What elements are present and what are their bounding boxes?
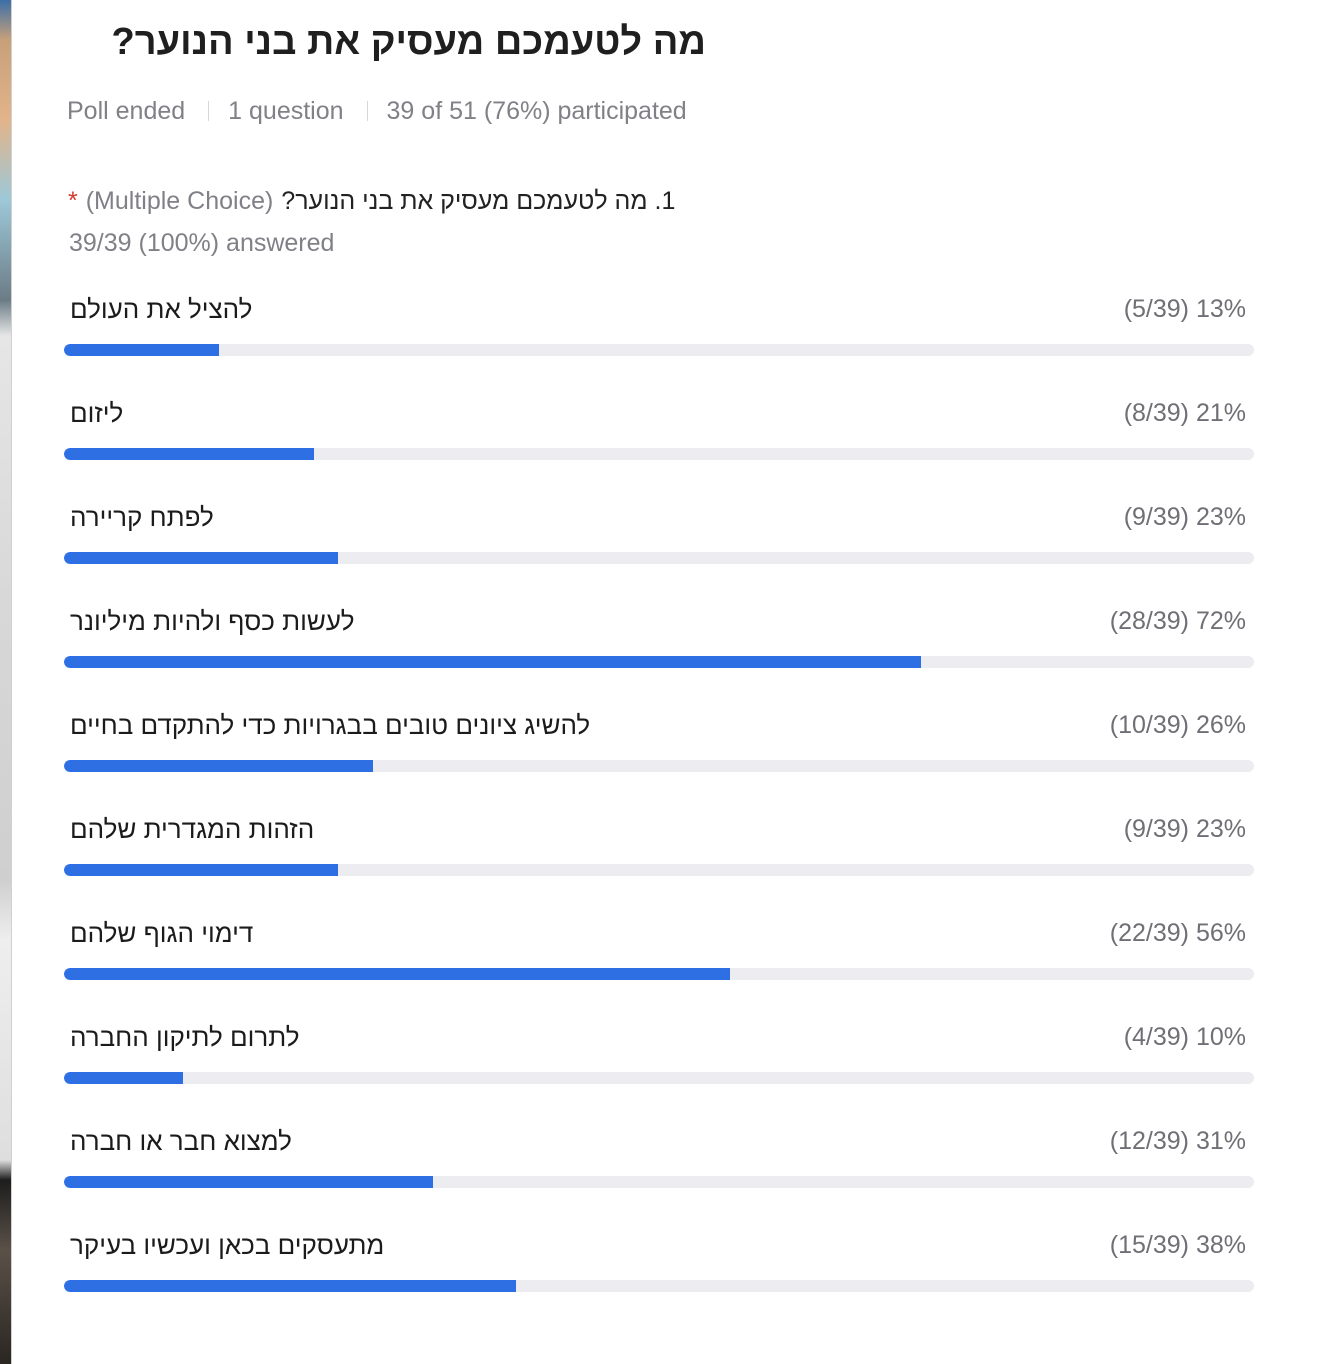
result-bar-fill xyxy=(64,760,374,772)
poll-option: הזהות המגדרית שלהם (9/39) 23% xyxy=(64,800,1254,904)
poll-option: מתעסקים בכאן ועכשיו בעיקר (15/39) 38% xyxy=(64,1216,1254,1320)
option-label: לפתח קריירה xyxy=(70,502,214,532)
option-stats: (5/39) 13% xyxy=(1123,295,1246,323)
poll-results-panel: מה לטעמכם מעסיק את בני הנוער? Poll ended… xyxy=(12,0,1332,1364)
question-count: 1 question xyxy=(228,97,344,125)
option-stats: (28/39) 72% xyxy=(1109,607,1246,635)
result-bar-fill xyxy=(64,1072,183,1084)
option-stats: (9/39) 23% xyxy=(1123,503,1246,531)
poll-option: למצוא חבר או חברה (12/39) 31% xyxy=(64,1112,1254,1216)
poll-status: Poll ended xyxy=(67,97,186,125)
option-label: להשיג ציונים טובים בבגרויות כדי להתקדם ב… xyxy=(70,710,591,740)
option-stats: (15/39) 38% xyxy=(1109,1231,1246,1259)
poll-option: לעשות כסף ולהיות מיליונר (28/39) 72% xyxy=(64,592,1254,696)
result-bar-track xyxy=(64,1176,1254,1188)
poll-option: לתרום לתיקון החברה (4/39) 10% xyxy=(64,1008,1254,1112)
participation-summary: 39 of 51 (76%) participated xyxy=(386,97,687,125)
result-bar-fill xyxy=(64,552,338,564)
result-bar-track xyxy=(64,448,1254,460)
option-stats: (8/39) 21% xyxy=(1123,399,1246,427)
result-bar-track xyxy=(64,656,1254,668)
result-bar-fill xyxy=(64,448,314,460)
result-bar-fill xyxy=(64,968,731,980)
option-label: ליזום xyxy=(70,398,124,428)
result-bar-fill xyxy=(64,344,219,356)
option-label: להציל את העולם xyxy=(70,294,253,324)
poll-option: להציל את העולם (5/39) 13% xyxy=(64,280,1254,384)
result-bar-fill xyxy=(64,1176,433,1188)
poll-title: מה לטעמכם מעסיק את בני הנוער? xyxy=(111,21,706,63)
result-bar-track xyxy=(64,1280,1254,1292)
poll-option: דימוי הגוף שלהם (22/39) 56% xyxy=(64,904,1254,1008)
answered-summary: 39/39 (100%) answered xyxy=(69,229,335,257)
poll-option: להשיג ציונים טובים בבגרויות כדי להתקדם ב… xyxy=(64,696,1254,800)
option-label: דימוי הגוף שלהם xyxy=(70,918,254,948)
option-label: מתעסקים בכאן ועכשיו בעיקר xyxy=(70,1230,385,1260)
required-mark: * xyxy=(68,187,78,215)
result-bar-track xyxy=(64,1072,1254,1084)
background-window-strip xyxy=(0,0,12,1364)
option-stats: (9/39) 23% xyxy=(1123,815,1246,843)
result-bar-track xyxy=(64,552,1254,564)
meta-divider xyxy=(366,101,368,121)
result-bar-fill xyxy=(64,1280,517,1292)
poll-meta: Poll ended 1 question 39 of 51 (76%) par… xyxy=(67,96,687,126)
poll-option: ליזום (8/39) 21% xyxy=(64,384,1254,488)
result-bar-fill xyxy=(64,656,921,668)
option-stats: (12/39) 31% xyxy=(1109,1127,1246,1155)
option-stats: (4/39) 10% xyxy=(1123,1023,1246,1051)
result-bar-track xyxy=(64,968,1254,980)
result-bar-track xyxy=(64,864,1254,876)
poll-option: לפתח קריירה (9/39) 23% xyxy=(64,488,1254,592)
result-bar-track xyxy=(64,760,1254,772)
meta-divider xyxy=(208,101,210,121)
question-text: 1. מה לטעמכם מעסיק את בני הנוער? xyxy=(281,187,676,215)
option-label: למצוא חבר או חברה xyxy=(70,1126,292,1156)
option-label: לתרום לתיקון החברה xyxy=(70,1022,300,1052)
option-label: הזהות המגדרית שלהם xyxy=(70,814,315,844)
result-bar-fill xyxy=(64,864,338,876)
options-list: להציל את העולם (5/39) 13% ליזום (8/39) 21% ל… xyxy=(64,280,1254,1320)
option-label: לעשות כסף ולהיות מיליונר xyxy=(70,606,355,636)
option-stats: (22/39) 56% xyxy=(1109,919,1246,947)
result-bar-track xyxy=(64,344,1254,356)
option-stats: (10/39) 26% xyxy=(1109,711,1246,739)
question-header: * (Multiple Choice) 1. מה לטעמכם מעסיק א… xyxy=(68,186,675,216)
question-type: (Multiple Choice) xyxy=(85,187,274,215)
